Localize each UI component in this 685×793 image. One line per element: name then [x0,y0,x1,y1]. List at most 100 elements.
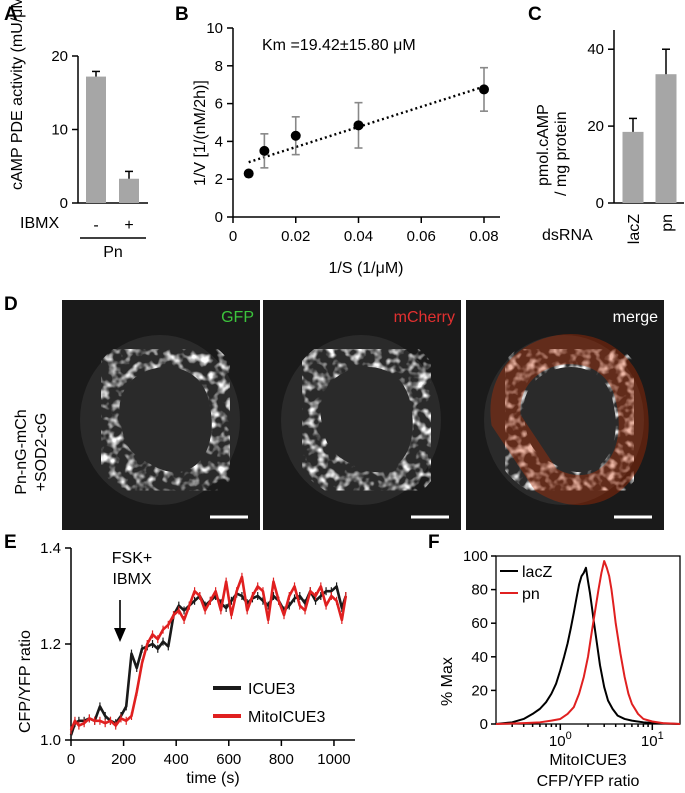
panel-f-y-tick-label: 80 [471,582,488,599]
panel-c: C pmol.cAMP / mg protein 0 20 40 dsRNA lac… [528,4,684,244]
panel-d-side-label-1: Pn-nG-mCh [13,409,30,494]
panel-a-y-tick-label: 10 [51,122,68,139]
channel-label: mCherry [394,309,455,326]
panel-b-x-tick-label: 0.08 [469,228,498,245]
panel-f-y-ticks: 0 20 40 60 80 100 [463,548,496,733]
panel-c-letter: C [528,4,542,25]
panel-c-row-label: dsRNA [542,227,593,244]
panel-b-y-tick-label: 2 [215,171,223,188]
panel-e-ylabel: CFP/YFP ratio [17,630,34,733]
panel-b-annotation: Km =19.42±15.80 μM [262,37,416,54]
legend-label-lacz: lacZ [522,564,552,581]
panel-b-point [290,130,301,141]
panel-b-y-ticks: 0 2 4 6 8 10 [206,20,233,226]
microscopy-image-merge: merge [466,300,664,530]
panel-f: F % Max 0 20 40 60 80 100 100 101 lacZ pn Mito… [428,532,681,790]
panel-a-letter: A [4,4,18,25]
panel-e-annotation-2: IBMX [112,571,151,588]
panel-f-x-tick-label: 101 [641,730,664,750]
panel-c-y-tick-label: 0 [596,195,604,212]
panel-a: A cAMP PDE activity (mU/μM) 0 10 20 IBMX -… [4,0,148,261]
panel-f-x-tick-label: 100 [549,730,572,750]
panel-f-y-tick-label: 40 [471,649,488,666]
panel-b-point [479,84,489,95]
panel-b-fit-line [248,85,485,164]
mitochondria-network [83,331,248,509]
panel-e-series-mitoicue3 [69,572,348,735]
panel-d-images: GFP mCherry merge [62,300,664,530]
panel-b-x-tick-label: 0.04 [344,228,373,245]
panel-d: D Pn-nG-mCh +SOD2-cG GFP mCherry merge [4,294,664,530]
panel-c-bar [622,131,644,203]
panel-e: E CFP/YFP ratio 1.0 1.2 1.4 0 200 400 600 800 1… [4,532,355,787]
panel-b-y-tick-label: 6 [215,96,223,113]
panel-f-series-pn [495,560,681,725]
panel-f-series [495,560,681,725]
mitochondria-network [487,331,652,509]
panel-b-y-tick-label: 4 [215,133,223,150]
panel-a-category-label: + [124,217,133,234]
panel-d-letter: D [4,294,18,315]
panel-a-y-tick-label: 0 [60,195,68,212]
panel-a-bar [86,76,106,203]
channel-label: merge [613,309,658,326]
panel-a-y-tick-label: 20 [51,48,68,65]
panel-a-group-label: Pn [103,244,123,261]
panel-b-y-tick-label: 0 [215,209,223,226]
panel-e-y-ticks: 1.0 1.2 1.4 [40,540,71,749]
panel-e-series-line [69,575,348,731]
panel-c-ylabel-line-1: pmol.cAMP [535,104,552,186]
panel-c-bars [622,48,677,203]
panel-e-x-ticks: 0 200 400 600 800 1000 [67,740,351,768]
panel-f-legend: lacZ pn [500,564,552,603]
panel-e-xlabel: time (s) [186,770,239,787]
microscopy-image-gfp: GFP [62,300,260,530]
panel-e-letter: E [4,532,17,553]
panel-f-xlabel-2: CFP/YFP ratio [537,773,640,790]
legend-label-mitoicue3: MitoICUE3 [248,709,325,726]
arrow-down-icon [114,600,126,642]
panel-e-y-tick-label: 1.4 [40,540,61,557]
panel-a-category-label: - [93,217,98,234]
panel-e-x-tick-label: 1000 [317,751,350,768]
panel-b-y-tick-label: 8 [215,58,223,75]
panel-b-x-tick-label: 0.06 [407,228,436,245]
panel-a-bar [119,178,139,203]
panel-a-categories: - + [93,217,133,234]
panel-c-y-tick-label: 20 [587,118,604,135]
panel-f-ylabel: % Max [439,657,456,706]
panel-b-xlabel: 1/S (1/μM) [328,260,403,277]
legend-label-pn: pn [522,586,540,603]
panel-b-y-tick-label: 10 [206,20,223,37]
panel-f-y-tick-label: 60 [471,615,488,632]
panel-a-ylabel: cAMP PDE activity (mU/μM) [9,0,26,190]
panel-c-categories: lacZ pn [626,214,676,244]
panel-b-ylabel: 1/V [1/(nM/2h)] [192,80,209,186]
panel-e-legend: ICUE3 MitoICUE3 [213,681,325,726]
panel-f-xlabel-1: MitoICUE3 [549,752,626,769]
panel-b-x-tick-label: 0 [229,228,237,245]
merge-overlay [490,334,649,506]
panel-b-point [259,145,270,156]
panel-e-annotation-1: FSK+ [112,550,152,567]
panel-a-row-label: IBMX [20,215,59,232]
panel-b-point [353,120,364,131]
panel-f-letter: F [428,532,440,553]
panel-f-series-lacz [495,566,681,725]
panel-d-side-label-2: +SOD2-cG [33,413,50,492]
panel-e-series [69,572,348,740]
panel-e-x-tick-label: 600 [216,751,241,768]
panel-f-y-tick-label: 0 [480,716,488,733]
panel-c-y-ticks: 0 20 40 [587,41,614,212]
microscopy-image-mcherry: mCherry [263,300,461,530]
panel-a-bars [86,70,139,203]
panel-c-ylabel-line-2: / mg protein [553,112,570,196]
panel-e-x-tick-label: 800 [269,751,294,768]
panel-b-letter: B [175,4,189,25]
panel-b-points [243,66,489,179]
legend-label-icue3: ICUE3 [248,681,295,698]
panel-c-bar [655,74,677,203]
panel-f-x-ticks: 100 101 [511,724,664,750]
mitochondria-network [284,331,449,509]
